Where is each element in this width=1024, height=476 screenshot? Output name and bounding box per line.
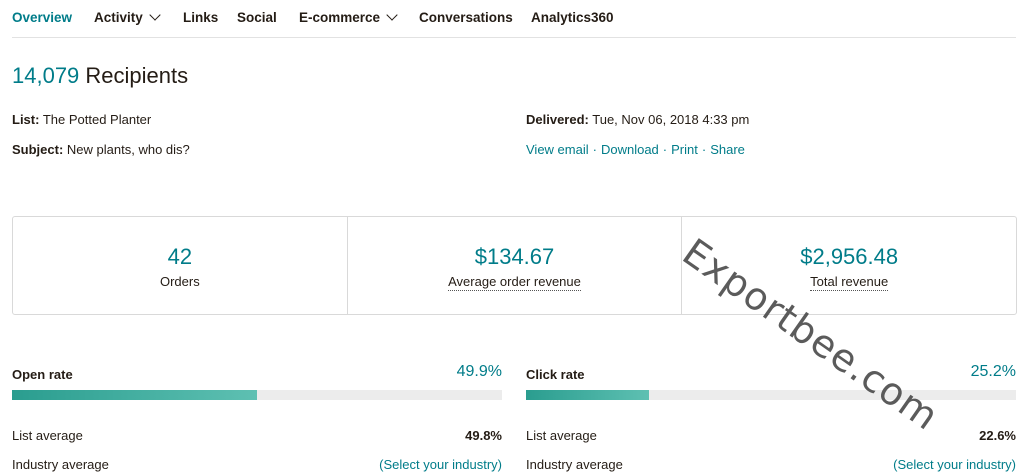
stat-label-text[interactable]: Average order revenue [448, 274, 581, 291]
subject-value: New plants, who dis? [66, 142, 190, 157]
open-rate-section: Open rate 49.9% List average 49.8% Indus… [12, 363, 502, 472]
tab-activity[interactable]: Activity [94, 9, 161, 25]
tab-ecommerce[interactable]: E-commerce [299, 9, 398, 25]
campaign-report-tabs: Overview Activity Links Social E-commerc… [12, 0, 1016, 38]
download-link[interactable]: Download [600, 142, 659, 157]
stat-average-order-revenue: $134.67 Average order revenue [348, 217, 683, 314]
stat-value: $134.67 [474, 244, 555, 269]
stat-label-text: Orders [159, 274, 200, 289]
delivered-value: Tue, Nov 06, 2018 4:33 pm [592, 112, 750, 127]
list-value: The Potted Planter [42, 112, 152, 127]
click-rate-bar-fill [526, 390, 650, 400]
tab-social[interactable]: Social [237, 10, 277, 25]
list-average-label: List average [526, 428, 597, 443]
separator: · [662, 142, 668, 157]
stat-label: Orders [13, 274, 347, 289]
click-rate-industry-average: Industry average (Select your industry) [526, 457, 1016, 472]
tab-social-label: Social [237, 10, 277, 25]
open-rate-percent: 49.9% [456, 363, 502, 380]
tab-conversations-label: Conversations [419, 10, 513, 25]
click-rate-title: Click rate [526, 367, 585, 382]
tab-conversations[interactable]: Conversations [419, 10, 513, 25]
delivered-info: Delivered: Tue, Nov 06, 2018 4:33 pm [526, 112, 749, 127]
delivered-label: Delivered: [526, 112, 589, 127]
tab-analytics360-label: Analytics360 [531, 10, 614, 25]
stat-label: Average order revenue [348, 274, 682, 291]
stat-value: 42 [167, 244, 193, 269]
list-average-value: 49.8% [465, 428, 502, 443]
open-rate-list-average: List average 49.8% [12, 428, 502, 443]
select-industry-link[interactable]: (Select your industry) [379, 457, 502, 472]
click-rate-percent: 25.2% [970, 363, 1016, 380]
chevron-down-icon [386, 9, 398, 21]
separator: · [592, 142, 597, 157]
stat-value: $2,956.48 [800, 244, 899, 269]
list-label: List: [12, 112, 40, 127]
tab-ecommerce-label: E-commerce [299, 10, 381, 25]
open-rate-bar [12, 390, 502, 400]
open-rate-title: Open rate [12, 367, 73, 382]
subject-info: Subject: New plants, who dis? [12, 142, 190, 157]
list-average-value: 22.6% [979, 428, 1016, 443]
stat-label: Total revenue [682, 274, 1016, 291]
select-industry-link[interactable]: (Select your industry) [893, 457, 1016, 472]
open-rate-industry-average: Industry average (Select your industry) [12, 457, 502, 472]
chevron-down-icon [149, 9, 161, 21]
recipients-label: Recipients [85, 63, 189, 88]
tab-overview[interactable]: Overview [12, 10, 72, 25]
open-rate-bar-fill [12, 390, 257, 400]
tab-activity-label: Activity [94, 10, 143, 25]
view-email-link[interactable]: View email [526, 142, 589, 157]
separator: · [701, 142, 707, 157]
list-average-label: List average [12, 428, 83, 443]
share-link[interactable]: Share [710, 142, 745, 157]
tab-links[interactable]: Links [183, 10, 218, 25]
industry-average-label: Industry average [12, 457, 109, 472]
recipients-count: 14,079 [12, 63, 80, 88]
click-rate-section: Click rate 25.2% List average 22.6% Indu… [526, 363, 1016, 472]
click-rate-list-average: List average 22.6% [526, 428, 1016, 443]
ecommerce-stats-panel: 42 Orders $134.67 Average order revenue … [12, 216, 1017, 315]
stat-total-revenue: $2,956.48 Total revenue [682, 217, 1016, 314]
subject-label: Subject: [12, 142, 64, 157]
industry-average-label: Industry average [526, 457, 623, 472]
print-link[interactable]: Print [671, 142, 698, 157]
stat-orders: 42 Orders [13, 217, 348, 314]
recipients-heading: 14,079 Recipients [12, 63, 188, 89]
click-rate-bar [526, 390, 1016, 400]
tab-links-label: Links [183, 10, 219, 25]
email-actions: View email · Download · Print · Share [526, 142, 745, 157]
tab-overview-label: Overview [12, 10, 73, 25]
stat-label-text[interactable]: Total revenue [810, 274, 889, 291]
list-info: List: The Potted Planter [12, 112, 151, 127]
tab-analytics360[interactable]: Analytics360 [531, 10, 614, 25]
